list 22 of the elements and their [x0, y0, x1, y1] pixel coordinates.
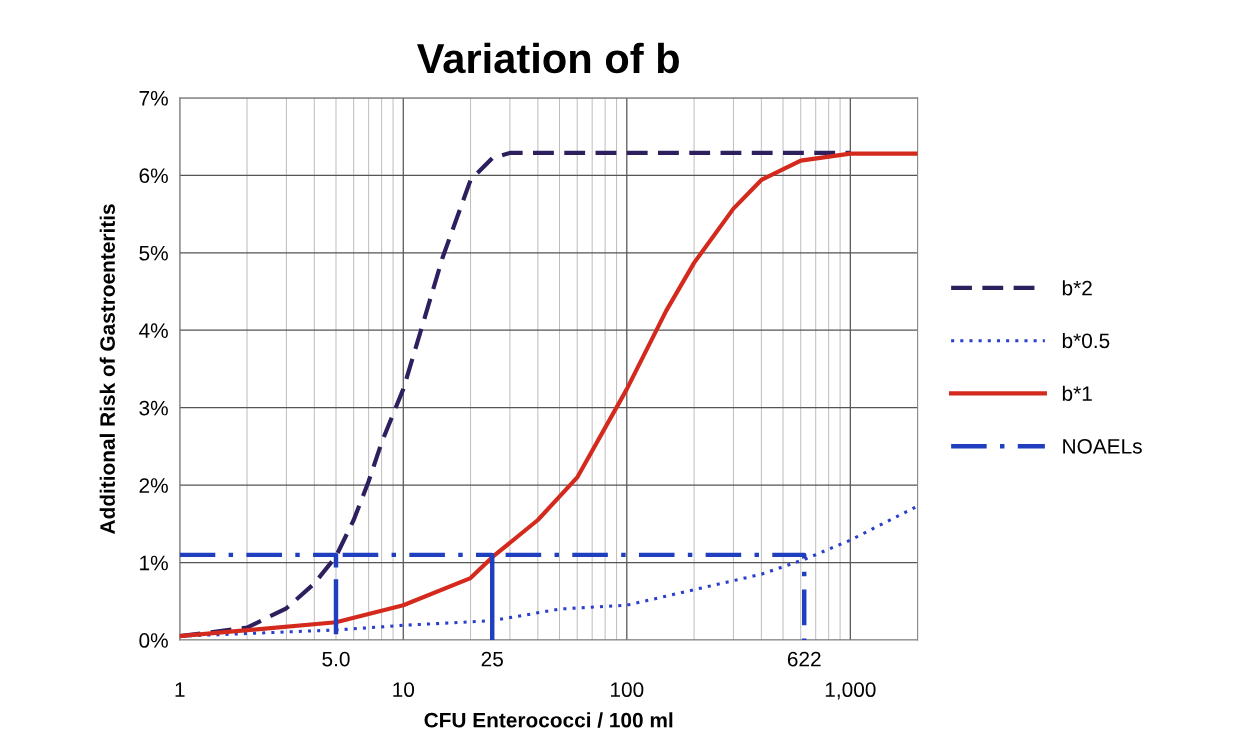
- x-tick-label: 1,000: [825, 682, 876, 700]
- y-axis-title: Additional Risk of Gastroenteritis: [99, 204, 115, 534]
- x-tick-label: 1: [175, 682, 185, 697]
- y-tick-label: 7%: [139, 90, 168, 106]
- y-tick-label: 1%: [140, 555, 168, 571]
- legend-label: b*1: [1062, 385, 1092, 401]
- x-tick-label: 100: [611, 682, 644, 698]
- legend-label: b*0.5: [1062, 332, 1110, 349]
- x-tick-label: 10: [393, 682, 415, 698]
- legend-label: b*2: [1062, 280, 1092, 296]
- annotation: 25: [481, 651, 503, 667]
- y-tick-label: 3%: [139, 400, 168, 416]
- x-axis-title: CFU Enterococci / 100 ml: [424, 712, 673, 728]
- chart-title: Variation of b: [417, 42, 679, 74]
- legend-label: NOAELs: [1063, 438, 1142, 454]
- y-tick-label: 0%: [139, 633, 168, 648]
- annotation: 5.0: [322, 651, 350, 667]
- y-tick-label: 5%: [139, 245, 168, 261]
- y-tick-label: 4%: [139, 323, 168, 338]
- y-tick-label: 2%: [139, 478, 168, 493]
- annotation: 622: [787, 651, 821, 667]
- y-tick-label: 6%: [139, 168, 168, 184]
